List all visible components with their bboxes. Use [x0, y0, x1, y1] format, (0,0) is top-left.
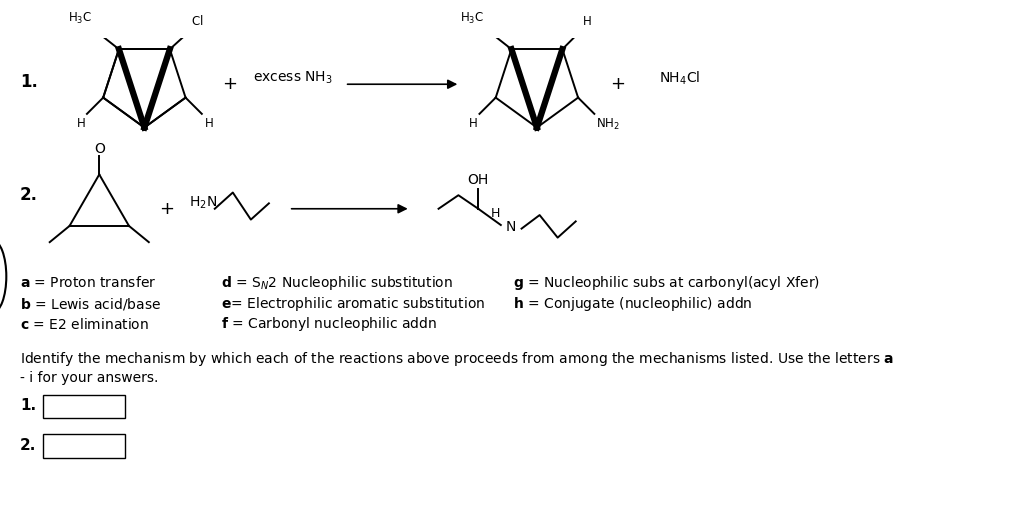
Text: 1.: 1. [19, 73, 38, 91]
Text: H$_2$N: H$_2$N [189, 194, 218, 211]
Text: $\bf{g}$ = Nucleophilic subs at carbonyl(acyl Xfer): $\bf{g}$ = Nucleophilic subs at carbonyl… [513, 274, 819, 292]
Text: 1.: 1. [19, 398, 36, 413]
Text: $\bf{d}$ = S$_N$2 Nucleophilic substitution: $\bf{d}$ = S$_N$2 Nucleophilic substitut… [221, 274, 454, 292]
Text: H: H [490, 207, 501, 220]
Text: $\mathregular{NH_2}$: $\mathregular{NH_2}$ [596, 117, 621, 132]
Text: $\mathregular{Cl}$: $\mathregular{Cl}$ [191, 13, 204, 28]
Text: $\mathregular{H}$: $\mathregular{H}$ [468, 117, 477, 130]
Text: $\mathregular{H_3C}$: $\mathregular{H_3C}$ [68, 10, 92, 26]
Text: $\mathregular{H}$: $\mathregular{H}$ [583, 15, 592, 28]
Text: N: N [505, 220, 516, 234]
Text: $\mathregular{H}$: $\mathregular{H}$ [76, 117, 85, 130]
Text: OH: OH [468, 173, 488, 187]
Text: $\bf{e}$= Electrophilic aromatic substitution: $\bf{e}$= Electrophilic aromatic substit… [221, 294, 485, 312]
Text: Identify the mechanism by which each of the reactions above proceeds from among : Identify the mechanism by which each of … [19, 350, 894, 368]
Text: $\bf{f}$ = Carbonyl nucleophilic addn: $\bf{f}$ = Carbonyl nucleophilic addn [221, 315, 437, 333]
Text: +: + [610, 75, 626, 93]
Text: $\bf{c}$ = E2 elimination: $\bf{c}$ = E2 elimination [19, 317, 148, 332]
Bar [43, 434, 125, 458]
Text: excess NH$_3$: excess NH$_3$ [254, 70, 333, 86]
Text: NH$_4$Cl: NH$_4$Cl [658, 69, 700, 87]
Text: $\bf{a}$ = Proton transfer: $\bf{a}$ = Proton transfer [19, 275, 157, 290]
Text: 2.: 2. [19, 186, 38, 204]
Text: O: O [94, 142, 104, 156]
Text: +: + [222, 75, 238, 93]
Text: $\mathregular{H}$: $\mathregular{H}$ [204, 117, 213, 130]
Text: $\bf{b}$ = Lewis acid/base: $\bf{b}$ = Lewis acid/base [19, 295, 161, 311]
Text: $\mathregular{H_3C}$: $\mathregular{H_3C}$ [460, 10, 484, 26]
Text: - i for your answers.: - i for your answers. [19, 371, 159, 385]
Text: +: + [160, 200, 174, 218]
Bar [43, 394, 125, 418]
Text: 2.: 2. [19, 438, 36, 453]
Text: $\bf{h}$ = Conjugate (nucleophilic) addn: $\bf{h}$ = Conjugate (nucleophilic) addn [513, 294, 752, 312]
